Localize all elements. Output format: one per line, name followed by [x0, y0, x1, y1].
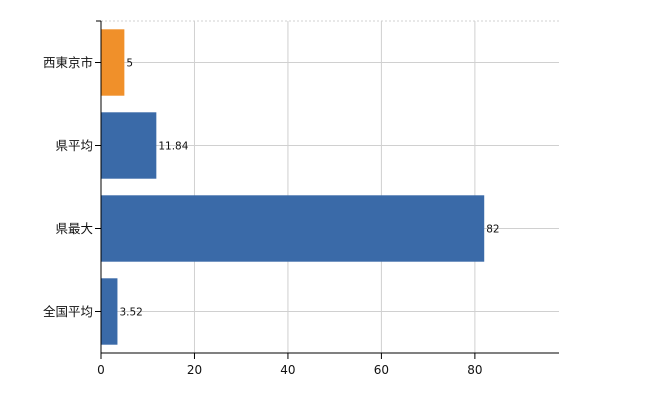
grid-layer [101, 20, 559, 353]
bar-1 [101, 112, 157, 179]
data-label-3: 3.52 [119, 307, 142, 319]
category-label-0: 西東京市 [43, 55, 93, 70]
bar-3 [101, 278, 118, 345]
bar-layer [101, 29, 485, 345]
data-label-1: 11.84 [158, 141, 188, 153]
category-label-1: 県平均 [55, 138, 93, 153]
label-layer: 5 西東京市 11.84 県平均 82 県最大 3.52 全国平均 0 20 40 60 80 [43, 55, 500, 377]
axis-layer [95, 20, 559, 359]
category-label-2: 県最大 [55, 221, 93, 236]
data-label-0: 5 [126, 58, 133, 70]
x-tick-label-0: 0 [97, 363, 105, 377]
x-tick-label-20: 20 [187, 363, 202, 377]
x-tick-label-80: 80 [467, 363, 482, 377]
bar-2 [101, 195, 485, 262]
x-tick-label-60: 60 [374, 363, 389, 377]
data-label-2: 82 [486, 224, 499, 236]
bar-0 [101, 29, 125, 96]
x-tick-label-40: 40 [280, 363, 295, 377]
category-label-3: 全国平均 [43, 304, 93, 319]
